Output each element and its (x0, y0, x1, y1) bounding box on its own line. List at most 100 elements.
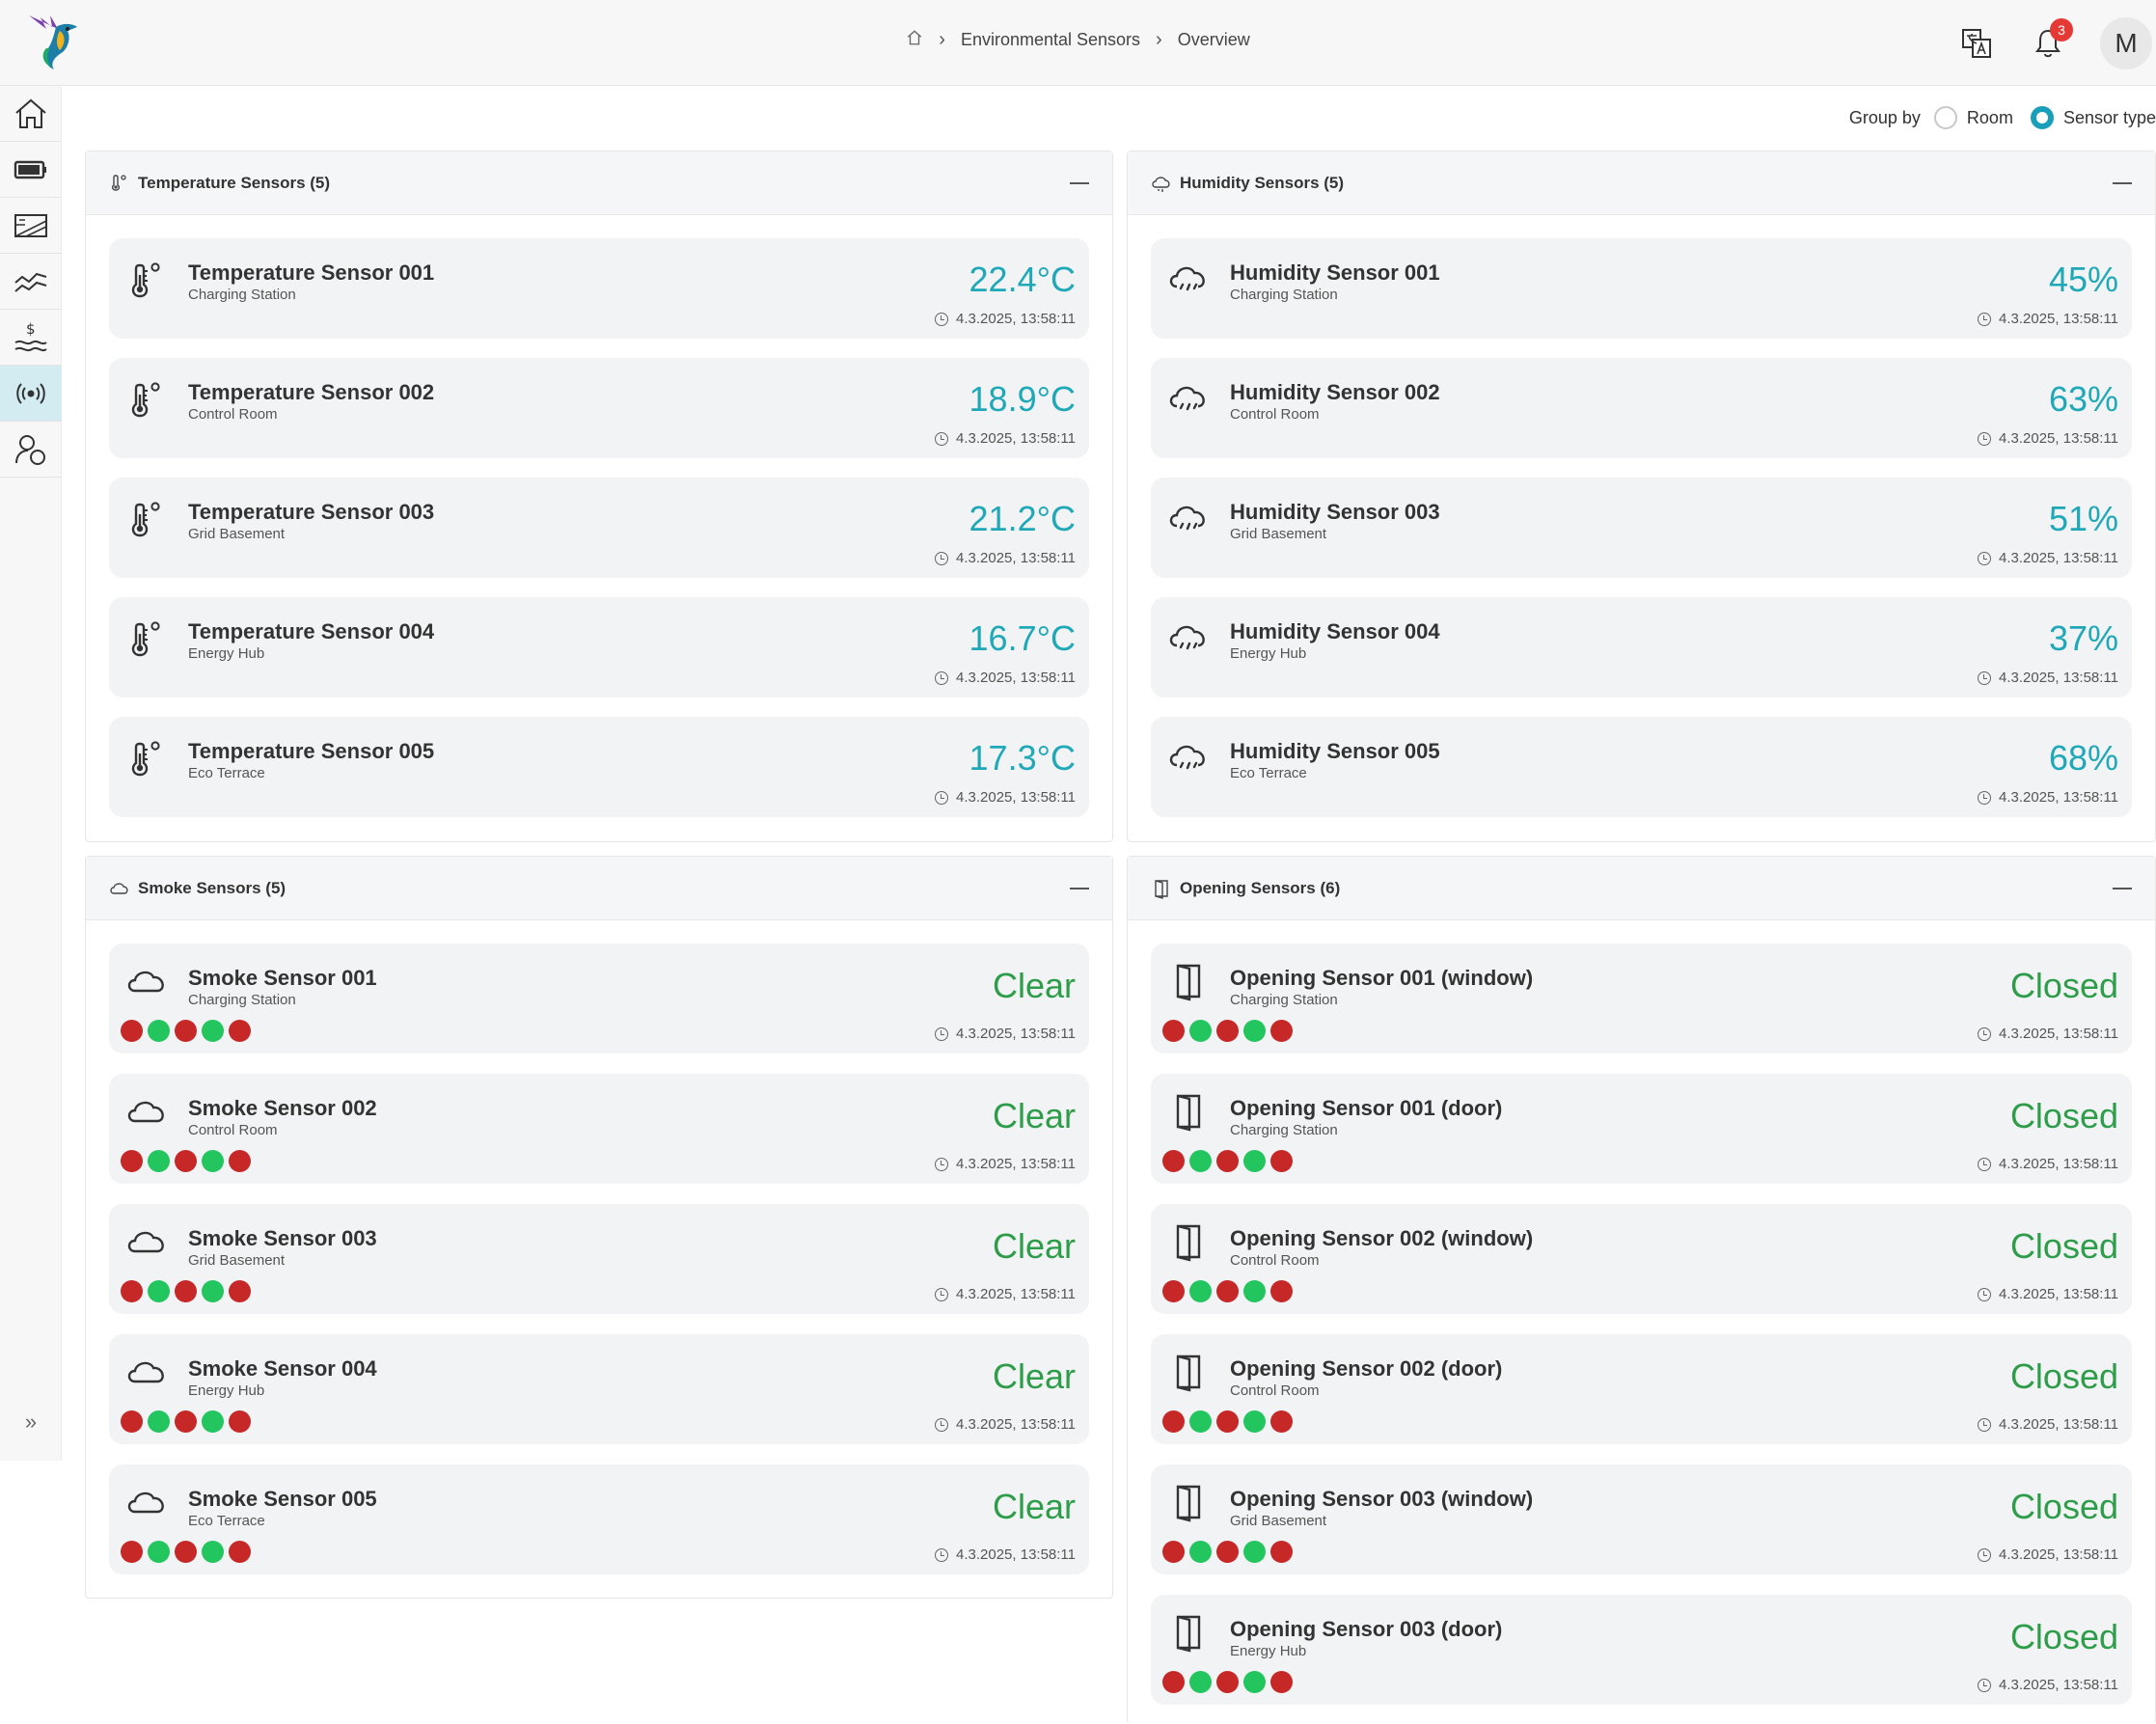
minimize-button[interactable] (1070, 887, 1089, 889)
sensor-card[interactable]: Smoke Sensor 005 Eco Terrace Clear 4.3.2025… (109, 1464, 1089, 1574)
panel-body: Smoke Sensor 001 Charging Station Clear 4.3… (86, 920, 1112, 1574)
timestamp-text: 4.3.2025, 13:58:11 (956, 311, 1076, 327)
sidebar-item-solar[interactable] (0, 198, 62, 254)
top-actions: 3 M (1957, 0, 2156, 86)
sensor-timestamp: 4.3.2025, 13:58:11 (1978, 1156, 2118, 1172)
clock-icon (1978, 1547, 1991, 1562)
timestamp-text: 4.3.2025, 13:58:11 (956, 1026, 1076, 1042)
cloud-icon (124, 1350, 169, 1394)
sensor-card[interactable]: Temperature Sensor 003 Grid Basement 21.2°… (109, 478, 1089, 578)
sidebar-item-analytics[interactable] (0, 254, 62, 310)
sidebar-item-home[interactable] (0, 86, 62, 142)
sensor-card[interactable]: Smoke Sensor 002 Control Room Clear 4.3.202… (109, 1074, 1089, 1184)
status-history (121, 1280, 251, 1302)
hummingbird-logo[interactable] (21, 12, 85, 73)
sensor-timestamp: 4.3.2025, 13:58:11 (1978, 1026, 2118, 1042)
sidebar-item-users[interactable] (0, 422, 62, 478)
thermometer-icon (124, 258, 169, 302)
sensor-card[interactable]: Temperature Sensor 001 Charging Station 22… (109, 238, 1089, 339)
sensor-card[interactable]: Smoke Sensor 004 Energy Hub Clear 4.3.2025,… (109, 1334, 1089, 1444)
sensor-card[interactable]: Temperature Sensor 005 Eco Terrace 17.3°C 4… (109, 717, 1089, 817)
status-dot (229, 1410, 251, 1433)
timestamp-text: 4.3.2025, 13:58:11 (956, 1156, 1076, 1172)
breadcrumb-page: Overview (1177, 30, 1250, 49)
clock-icon (935, 1157, 948, 1171)
sensor-value: Clear (992, 1096, 1076, 1136)
minimize-button[interactable] (1070, 181, 1089, 184)
sensor-name: Opening Sensor 001 (door) (1230, 1096, 1503, 1120)
sensor-room: Charging Station (1230, 287, 1338, 303)
translate-button[interactable] (1957, 24, 1996, 63)
status-dot (1243, 1410, 1266, 1433)
clock-icon (1978, 670, 1991, 685)
sensor-card[interactable]: Humidity Sensor 004 Energy Hub 37% 4.3.2025… (1151, 597, 2132, 698)
sensor-room: Grid Basement (1230, 526, 1327, 542)
radio-sensor-type[interactable] (2030, 106, 2054, 129)
sensor-name: Humidity Sensor 002 (1230, 380, 1440, 404)
sensor-card[interactable]: Opening Sensor 002 (window) Control Room C… (1151, 1204, 2132, 1314)
timestamp-text: 4.3.2025, 13:58:11 (956, 430, 1076, 447)
chevron-right-icon: › (1156, 29, 1162, 50)
sensor-name: Opening Sensor 002 (window) (1230, 1226, 1534, 1250)
timestamp-text: 4.3.2025, 13:58:11 (1999, 1416, 2118, 1433)
sensor-card[interactable]: Humidity Sensor 002 Control Room 63% 4.3.20… (1151, 358, 2132, 458)
status-dot (175, 1541, 197, 1563)
radio-sensor-type-label[interactable]: Sensor type (2062, 107, 2156, 127)
status-dot (1270, 1020, 1293, 1042)
sensor-room: Grid Basement (188, 526, 286, 542)
sensor-name: Opening Sensor 001 (window) (1230, 966, 1534, 990)
sensor-card[interactable]: Opening Sensor 002 (door) Control Room Clo… (1151, 1334, 2132, 1444)
sidebar-item-sensors[interactable] (0, 366, 62, 422)
sensor-value: 22.4°C (969, 260, 1076, 299)
minimize-button[interactable] (2113, 887, 2132, 889)
timestamp-text: 4.3.2025, 13:58:11 (1999, 550, 2118, 566)
thermometer-icon (112, 174, 126, 191)
expand-sidebar-icon[interactable]: » (24, 1409, 38, 1434)
sensor-card[interactable]: Smoke Sensor 003 Grid Basement Clear 4.3.20… (109, 1204, 1089, 1314)
door-icon (1166, 1089, 1211, 1134)
sensor-timestamp: 4.3.2025, 13:58:11 (1978, 670, 2118, 686)
sensor-name: Opening Sensor 003 (door) (1230, 1617, 1503, 1641)
sensor-name: Humidity Sensor 001 (1230, 260, 1440, 285)
avatar[interactable]: M (2100, 16, 2152, 69)
sensor-card[interactable]: Humidity Sensor 003 Grid Basement 51% 4.3.2… (1151, 478, 2132, 578)
timestamp-text: 4.3.2025, 13:58:11 (1999, 1286, 2118, 1302)
clock-icon (935, 670, 948, 685)
top-bar: › Environmental Sensors › Overview 3 M (0, 0, 2156, 86)
sensor-card[interactable]: Opening Sensor 003 (door) Energy Hub Close… (1151, 1595, 2132, 1705)
clock-icon (1978, 1678, 1991, 1692)
sensor-card[interactable]: Humidity Sensor 005 Eco Terrace 68% 4.3.202… (1151, 717, 2132, 817)
status-dot (121, 1410, 143, 1433)
sensor-room: Control Room (1230, 1252, 1320, 1269)
sensor-timestamp: 4.3.2025, 13:58:11 (1978, 311, 2118, 327)
clock-icon (1978, 312, 1991, 326)
minimize-button[interactable] (2113, 181, 2132, 184)
radio-room-label[interactable]: Room (1966, 107, 2013, 127)
radio-room[interactable] (1933, 106, 1957, 129)
sensor-card[interactable]: Temperature Sensor 004 Energy Hub 16.7°C 4.… (109, 597, 1089, 698)
status-dot (1216, 1280, 1239, 1302)
battery-icon (14, 160, 46, 178)
sensor-card[interactable]: Opening Sensor 001 (door) Charging Statio… (1151, 1074, 2132, 1184)
sensor-value: 18.9°C (969, 379, 1076, 419)
sidebar-item-prices[interactable]: $ (0, 310, 62, 366)
status-dot (1270, 1280, 1293, 1302)
home-breadcrumb-icon[interactable] (906, 29, 923, 51)
sensor-card[interactable]: Humidity Sensor 001 Charging Station 45% 4.… (1151, 238, 2132, 339)
sensor-timestamp: 4.3.2025, 13:58:11 (1978, 1286, 2118, 1302)
panel-body: Humidity Sensor 001 Charging Station 45% 4.… (1128, 215, 2155, 817)
breadcrumb-section[interactable]: Environmental Sensors (960, 30, 1141, 49)
status-history (1162, 1020, 1293, 1042)
notifications-button[interactable]: 3 (2029, 17, 2073, 63)
sensor-card[interactable]: Opening Sensor 003 (window) Grid Basement… (1151, 1464, 2132, 1574)
status-dot (1189, 1150, 1212, 1172)
sidebar-item-battery[interactable] (0, 142, 62, 198)
sensor-card[interactable]: Smoke Sensor 001 Charging Station Clear 4.3… (109, 944, 1089, 1054)
sensor-card[interactable]: Opening Sensor 001 (window) Charging Stat… (1151, 944, 2132, 1054)
status-dot (1162, 1410, 1185, 1433)
sensor-room: Eco Terrace (188, 1513, 265, 1529)
humidity-cloud-icon (1152, 176, 1170, 192)
sensor-card[interactable]: Temperature Sensor 002 Control Room 18.9°C… (109, 358, 1089, 458)
sensors-icon (16, 382, 45, 404)
timestamp-text: 4.3.2025, 13:58:11 (956, 550, 1076, 566)
